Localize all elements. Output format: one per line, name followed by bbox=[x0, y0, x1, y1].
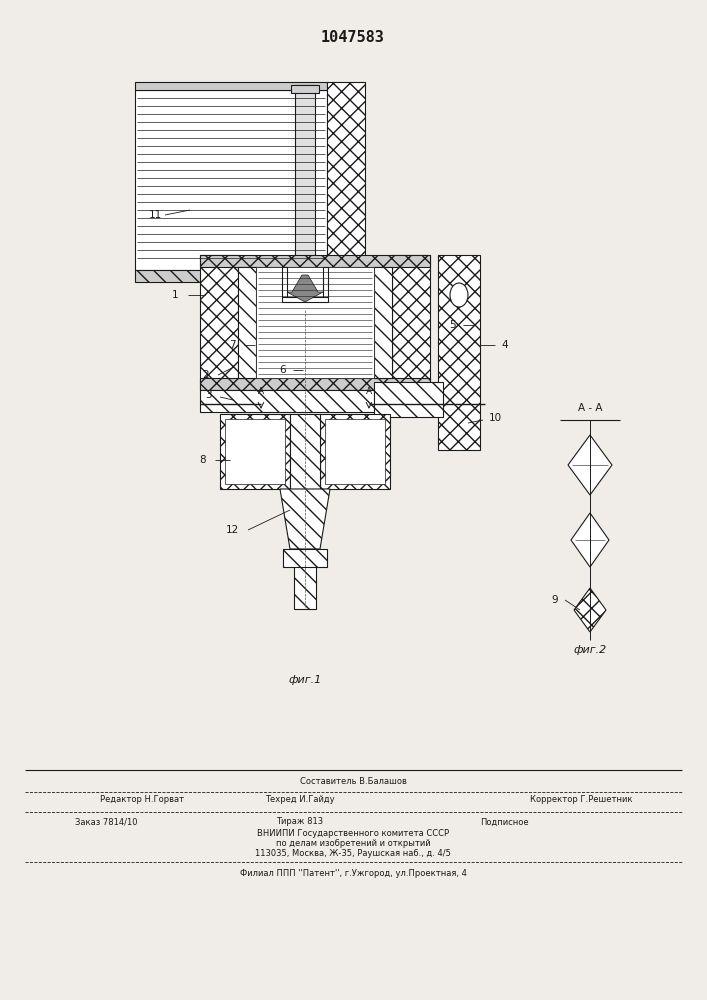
Text: 7: 7 bbox=[228, 340, 235, 350]
Text: Техред И.Гайду: Техред И.Гайду bbox=[265, 796, 335, 804]
Text: 113035, Москва, Ж-35, Раушская наб., д. 4/5: 113035, Москва, Ж-35, Раушская наб., д. … bbox=[255, 848, 451, 857]
Text: 9: 9 bbox=[551, 595, 559, 605]
Bar bbox=[256, 267, 374, 378]
Text: 8: 8 bbox=[199, 455, 206, 465]
Bar bbox=[282, 297, 328, 302]
Text: A: A bbox=[366, 387, 372, 396]
Text: по делам изобретений и открытий: по делам изобретений и открытий bbox=[276, 838, 431, 848]
Text: 5: 5 bbox=[450, 320, 456, 330]
Bar bbox=[291, 85, 319, 93]
Polygon shape bbox=[332, 432, 354, 470]
Text: 4: 4 bbox=[502, 340, 508, 350]
Polygon shape bbox=[280, 489, 330, 549]
Bar bbox=[225, 419, 285, 484]
Text: 1047583: 1047583 bbox=[321, 30, 385, 45]
Bar bbox=[283, 549, 327, 567]
Text: A: A bbox=[258, 387, 264, 396]
Bar bbox=[135, 90, 327, 270]
Bar bbox=[320, 414, 390, 489]
Text: Тираж 813: Тираж 813 bbox=[276, 818, 324, 826]
Bar bbox=[327, 82, 365, 275]
Text: фиг.2: фиг.2 bbox=[573, 645, 607, 655]
Bar bbox=[135, 270, 327, 282]
Bar bbox=[238, 267, 256, 378]
Bar bbox=[200, 378, 430, 390]
Bar bbox=[323, 267, 328, 297]
Text: 3: 3 bbox=[205, 390, 211, 400]
Polygon shape bbox=[256, 432, 278, 470]
Text: 6: 6 bbox=[280, 365, 286, 375]
Text: 1: 1 bbox=[172, 290, 178, 300]
Ellipse shape bbox=[450, 283, 468, 307]
Bar bbox=[438, 255, 480, 450]
Bar bbox=[200, 390, 430, 412]
Text: Заказ 7814/10: Заказ 7814/10 bbox=[75, 818, 137, 826]
Polygon shape bbox=[287, 275, 323, 302]
Text: A - A: A - A bbox=[578, 403, 602, 413]
Text: 11: 11 bbox=[148, 210, 162, 220]
Bar bbox=[135, 82, 327, 90]
Bar bbox=[220, 414, 290, 489]
Text: фиг.1: фиг.1 bbox=[288, 675, 322, 685]
Bar bbox=[200, 255, 238, 390]
Bar bbox=[290, 414, 320, 489]
Polygon shape bbox=[295, 280, 315, 310]
Text: 2: 2 bbox=[203, 370, 209, 380]
Text: 12: 12 bbox=[226, 525, 239, 535]
Bar bbox=[374, 267, 392, 378]
Bar bbox=[325, 419, 385, 484]
Polygon shape bbox=[568, 435, 612, 495]
Polygon shape bbox=[574, 588, 606, 632]
Bar bbox=[282, 267, 287, 297]
Bar bbox=[200, 255, 430, 267]
Text: Редактор Н.Горват: Редактор Н.Горват bbox=[100, 796, 184, 804]
Polygon shape bbox=[571, 513, 609, 567]
Text: 10: 10 bbox=[489, 413, 501, 423]
Text: Корректор Г.Решетник: Корректор Г.Решетник bbox=[530, 796, 633, 804]
Polygon shape bbox=[359, 432, 381, 470]
Polygon shape bbox=[229, 432, 251, 470]
Bar bbox=[294, 549, 316, 609]
Text: ВНИИПИ Государственного комитета СССР: ВНИИПИ Государственного комитета СССР bbox=[257, 828, 449, 838]
Bar bbox=[392, 255, 430, 390]
Text: Филиал ППП ''Патент'', г.Ужгород, ул.Проектная, 4: Филиал ППП ''Патент'', г.Ужгород, ул.Про… bbox=[240, 868, 467, 878]
Bar bbox=[295, 85, 315, 280]
Text: Составитель В.Балашов: Составитель В.Балашов bbox=[300, 778, 407, 786]
Text: Подписное: Подписное bbox=[480, 818, 529, 826]
Bar bbox=[374, 382, 443, 417]
